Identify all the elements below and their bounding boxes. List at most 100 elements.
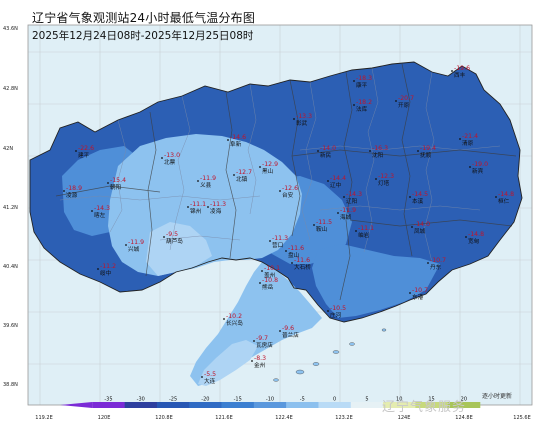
station-dot [451, 70, 453, 72]
station-value: -11.1 [358, 225, 374, 232]
station-dot [353, 80, 355, 82]
station-marker: -11.3营口 [269, 235, 288, 249]
station-name: 阜新 [230, 140, 242, 148]
station-dot [375, 178, 377, 180]
station-marker: -11.1锦州 [187, 201, 206, 215]
station-value: -11.3 [272, 235, 288, 242]
station-dot [469, 166, 471, 168]
station-name: 盖州 [264, 271, 275, 279]
station-name: 新宾 [472, 167, 484, 175]
station-value: -11.9 [200, 175, 216, 182]
station-value: -10.2 [226, 313, 242, 320]
station-dot [293, 118, 295, 120]
station-value: -18.3 [356, 75, 372, 82]
station-name: 凌源 [66, 191, 78, 199]
station-name: 义县 [200, 182, 212, 189]
station-value: -12.3 [378, 173, 394, 180]
station-name: 辽中 [330, 181, 342, 189]
station-dot [417, 150, 419, 152]
station-value: -19.6 [454, 65, 470, 72]
station-name: 台安 [282, 191, 294, 199]
station-dot [327, 180, 329, 182]
station-marker: -14.5本溪 [409, 191, 428, 205]
station-name: 彰武 [296, 119, 308, 127]
station-name: 葫芦岛 [166, 237, 183, 245]
station-dot [261, 270, 263, 272]
station-dot [125, 244, 127, 246]
station-value: -14.4 [330, 175, 346, 182]
station-dot [279, 190, 281, 192]
station-value: -14.0 [414, 221, 430, 228]
station-value: -12.7 [236, 169, 252, 176]
station-dot [313, 224, 315, 226]
station-value: -19.0 [472, 161, 488, 168]
station-name: 桓仁 [498, 197, 510, 205]
lon-label: 124E [397, 415, 411, 421]
station-name: 熊岳 [262, 283, 274, 291]
lon-label: 120.8E [155, 415, 173, 421]
station-name: 瓦房店 [256, 341, 273, 349]
station-name: 西丰 [454, 71, 466, 79]
legend-tick-label: -25 [169, 397, 177, 403]
station-name: 本溪 [412, 197, 424, 205]
station-value: -9.5 [166, 231, 178, 238]
station-value: -19.4 [420, 145, 436, 152]
station-name: 北票 [164, 158, 176, 166]
station-value: -8.3 [254, 355, 266, 362]
station-name: 清原 [462, 139, 474, 147]
map-period: 2025年12月24日08时-2025年12月25日08时 [32, 30, 254, 42]
temperature-legend: -35 -30 -25 -20 -15 -10 -5 0 5 10 15 20 [60, 397, 481, 408]
station-marker: -20.7开原 [395, 95, 414, 109]
station-marker: -13.3彰武 [293, 113, 312, 127]
station-value: -11.3 [210, 201, 226, 208]
station-marker: -11.9海城 [337, 207, 356, 221]
station-value: -21.4 [462, 133, 478, 140]
station-marker: -10.5庄河 [327, 305, 346, 319]
update-note: 逐小时更新 [482, 393, 513, 400]
station-name: 东港 [412, 293, 424, 301]
legend-tick-label: 0 [333, 397, 336, 403]
legend-tick-label: -10 [266, 397, 274, 403]
station-dot [223, 318, 225, 320]
station-name: 朝阳 [110, 183, 122, 191]
county-boundaries [59, 67, 501, 263]
station-value: -10.8 [262, 277, 278, 284]
lon-label: 119.2E [35, 415, 53, 421]
lat-label: 42N [3, 146, 14, 152]
station-value: -18.2 [356, 99, 372, 106]
station-marker: -18.9凌源 [63, 185, 82, 199]
station-dot [495, 196, 497, 198]
legend-tick-label: 5 [365, 397, 368, 403]
station-marker: -12.7北镇 [233, 169, 252, 183]
station-value: -18.9 [66, 185, 82, 192]
station-value: -14.5 [412, 191, 428, 198]
station-value: -11.2 [100, 263, 116, 270]
station-name: 庄河 [330, 311, 342, 319]
station-name: 开原 [398, 102, 410, 109]
station-marker: -12.9黑山 [259, 161, 278, 175]
station-marker: -14.3辽阳 [343, 191, 362, 205]
legend-tick-label: 10 [396, 397, 402, 403]
station-value: -11.6 [288, 245, 304, 252]
lon-label: 123.2E [335, 415, 353, 421]
station-dot [411, 226, 413, 228]
station-value: -20.7 [398, 95, 414, 102]
legend-swatch [253, 402, 287, 408]
station-value: -14.8 [498, 191, 514, 198]
station-dot [253, 340, 255, 342]
station-dot [285, 250, 287, 252]
station-dot [395, 100, 397, 102]
islands [273, 328, 387, 382]
station-name: 锦州 [190, 207, 201, 215]
legend-swatch [124, 402, 158, 408]
legend-swatch [383, 402, 416, 408]
station-value: -14.6 [230, 134, 246, 141]
station-marker: -16.3沈阳 [369, 145, 388, 159]
station-value: -15.4 [110, 177, 126, 184]
station-value: -16.3 [372, 145, 388, 152]
station-value: -14.3 [346, 191, 362, 198]
station-name: 宽甸 [468, 237, 480, 245]
